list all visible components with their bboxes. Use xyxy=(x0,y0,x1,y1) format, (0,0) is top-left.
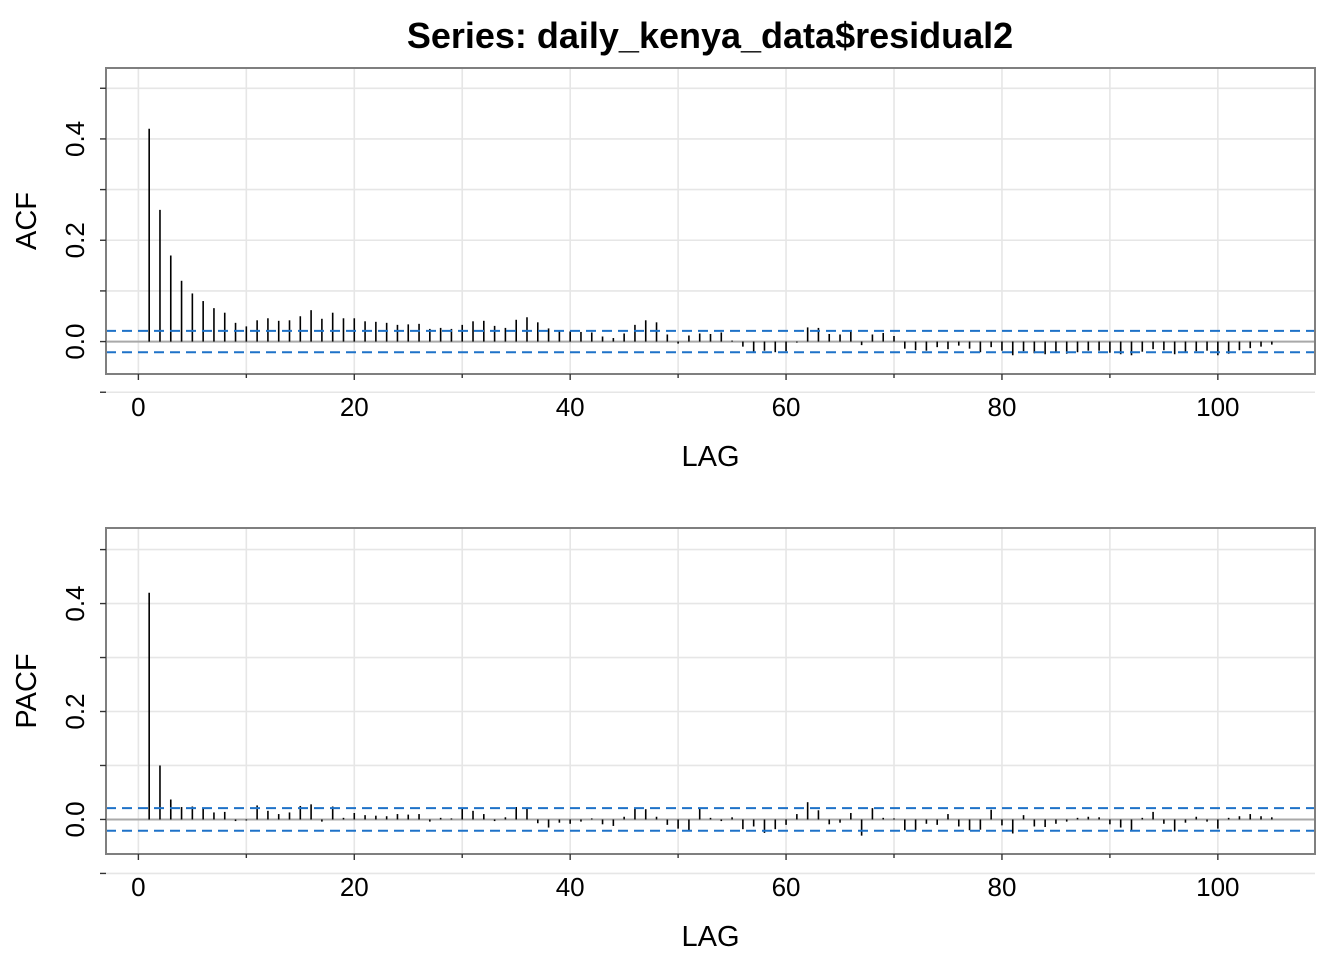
figure-title: Series: daily_kenya_data$residual2 xyxy=(407,15,1013,56)
acf-plot-frame xyxy=(105,67,1316,375)
acf-x-tick-label: 0 xyxy=(131,392,145,422)
pacf-x-tick-label: 60 xyxy=(772,872,801,902)
acf-bars xyxy=(148,128,1273,356)
pacf-x-tick-label: 20 xyxy=(340,872,369,902)
pacf-plot-frame xyxy=(105,527,1316,855)
pacf-panel: 0 20 40 60 80 100 0.0 0.2 0.4 LAG PACF xyxy=(11,527,1316,953)
pacf-x-tick-label: 40 xyxy=(556,872,585,902)
pacf-x-axis-label: LAG xyxy=(681,921,739,953)
pacf-grid xyxy=(106,528,1315,875)
pacf-x-tick-label: 0 xyxy=(131,872,145,902)
acf-x-tick-label: 20 xyxy=(340,392,369,422)
acf-x-axis-label: LAG xyxy=(681,441,739,473)
acf-x-tick-label: 60 xyxy=(772,392,801,422)
pacf-x-tick-label: 80 xyxy=(987,872,1016,902)
pacf-bars xyxy=(148,592,1273,836)
acf-panel: 0 20 40 60 80 100 0.0 0.2 0.4 LAG ACF xyxy=(11,67,1316,473)
acf-x-tick-label: 100 xyxy=(1196,392,1239,422)
pacf-x-ticks: 0 20 40 60 80 100 xyxy=(131,854,1240,902)
pacf-y-axis-label: PACF xyxy=(11,653,43,728)
pacf-y-tick-label: 0.4 xyxy=(60,585,90,621)
acf-y-tick-label: 0.2 xyxy=(60,222,90,258)
acf-x-tick-label: 80 xyxy=(987,392,1016,422)
acf-grid xyxy=(106,68,1315,394)
acf-y-tick-label: 0.4 xyxy=(60,121,90,157)
pacf-y-tick-label: 0.2 xyxy=(60,693,90,729)
pacf-x-tick-label: 100 xyxy=(1196,872,1239,902)
pacf-y-ticks: 0.0 0.2 0.4 xyxy=(60,548,106,875)
pacf-y-tick-label: 0.0 xyxy=(60,801,90,837)
acf-x-tick-label: 40 xyxy=(556,392,585,422)
acf-y-ticks: 0.0 0.2 0.4 xyxy=(60,87,106,393)
acf-y-tick-label: 0.0 xyxy=(60,323,90,359)
acf-y-axis-label: ACF xyxy=(11,192,43,250)
acf-x-ticks: 0 20 40 60 80 100 xyxy=(131,374,1240,422)
